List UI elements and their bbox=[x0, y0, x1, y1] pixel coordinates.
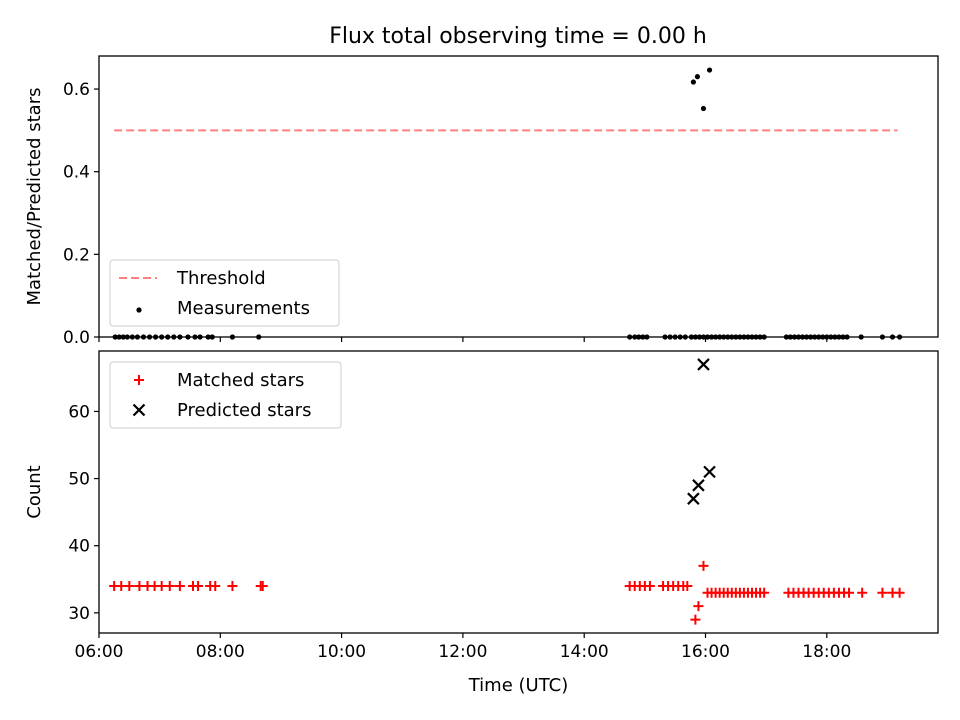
x-tick-label: 16:00 bbox=[681, 642, 730, 662]
legend: Matched stars Predicted stars bbox=[109, 361, 342, 429]
legend-box bbox=[109, 361, 342, 429]
matched-star-point bbox=[174, 581, 185, 591]
predicted-star-point bbox=[703, 465, 716, 479]
legend-label: Predicted stars bbox=[177, 400, 311, 421]
measurement-point bbox=[690, 79, 696, 85]
x-tick-label: 06:00 bbox=[75, 642, 124, 662]
measurement-point bbox=[706, 67, 713, 73]
legend-predicted-swatch bbox=[132, 403, 146, 417]
matched-star-point bbox=[124, 581, 135, 591]
matched-star-point bbox=[844, 587, 855, 598]
legend: Threshold Measurements bbox=[109, 259, 340, 327]
y-tick-label: 0.2 bbox=[63, 245, 90, 265]
legend-box bbox=[109, 259, 340, 327]
chart-title: Flux total observing time = 0.00 h bbox=[329, 24, 707, 49]
matched-star-point bbox=[210, 581, 221, 591]
y-tick-label: 0.0 bbox=[63, 328, 90, 348]
measurement-point bbox=[694, 74, 701, 80]
matched-star-point bbox=[894, 587, 905, 598]
matched-star-point bbox=[682, 581, 693, 591]
x-axis-label: Time (UTC) bbox=[468, 675, 569, 696]
predicted-star-point bbox=[697, 358, 710, 371]
y-tick-label: 0.6 bbox=[63, 80, 90, 100]
y-tick-label: 30 bbox=[68, 604, 90, 624]
matched-star-point bbox=[857, 587, 868, 598]
legend-matched-swatch bbox=[134, 375, 144, 385]
bottom-panel: 30 40 50 60 06:00 08:00 10:00 12:00 14:00 16:00 18… bbox=[24, 350, 939, 696]
y-tick-label: 0.4 bbox=[63, 163, 90, 183]
matched-star-point bbox=[257, 581, 268, 591]
y-axis-label: Matched/Predicted stars bbox=[24, 88, 45, 306]
legend-label: Threshold bbox=[176, 268, 266, 289]
legend-label: Matched stars bbox=[177, 370, 304, 391]
matched-star-point bbox=[644, 581, 655, 591]
matched-star-point bbox=[690, 614, 701, 625]
measurement-point bbox=[700, 105, 707, 112]
x-tick-label: 10:00 bbox=[317, 642, 366, 662]
axes-frame bbox=[98, 55, 939, 338]
y-tick-label: 40 bbox=[68, 537, 90, 557]
matched-star-point bbox=[698, 560, 709, 571]
matched-star-point bbox=[693, 601, 704, 612]
y-axis-label: Count bbox=[24, 465, 45, 518]
axes-frame bbox=[98, 350, 939, 634]
top-panel: 0.0 0.2 0.4 0.6 Matched/Predicted stars Thres… bbox=[24, 55, 939, 348]
x-tick-label: 14:00 bbox=[560, 642, 609, 662]
x-tick-label: 18:00 bbox=[802, 642, 851, 662]
series-x bbox=[687, 358, 716, 505]
series-plus bbox=[109, 560, 905, 625]
matched-star-point bbox=[759, 587, 770, 598]
legend-measurement-swatch bbox=[136, 307, 142, 313]
matched-star-point bbox=[164, 581, 175, 591]
x-tick-label: 08:00 bbox=[196, 642, 245, 662]
x-tick-label: 12:00 bbox=[438, 642, 487, 662]
matched-star-point bbox=[877, 587, 888, 598]
matched-star-point bbox=[193, 581, 204, 591]
predicted-star-point bbox=[692, 479, 705, 492]
legend-label: Measurements bbox=[177, 298, 310, 319]
y-tick-label: 60 bbox=[68, 402, 90, 422]
matched-star-point bbox=[227, 581, 238, 591]
predicted-star-point bbox=[687, 492, 700, 505]
y-tick-label: 50 bbox=[68, 470, 90, 490]
